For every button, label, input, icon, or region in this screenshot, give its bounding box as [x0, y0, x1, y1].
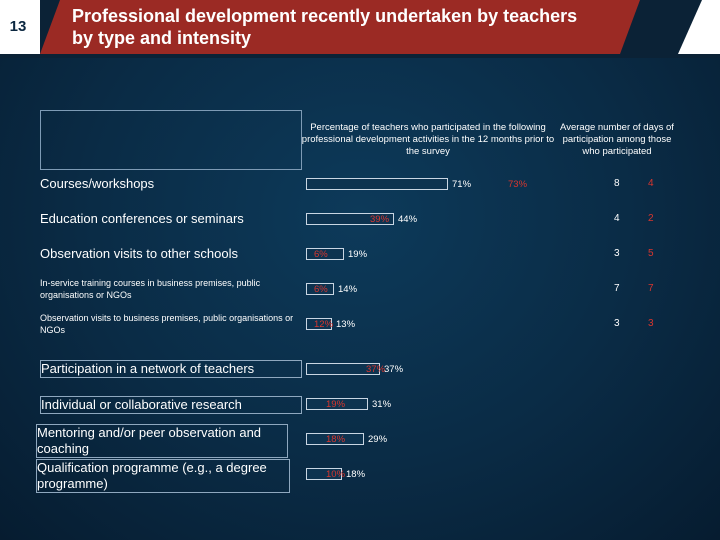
days-value-red: 2	[648, 213, 654, 224]
category-label: Individual or collaborative research	[40, 396, 302, 414]
category-label: Qualification programme (e.g., a degree …	[36, 459, 290, 493]
value-label-white: 31%	[372, 399, 392, 410]
category-label: Courses/workshops	[40, 176, 155, 191]
participation-bar	[306, 318, 332, 330]
value-label-red: 10%	[326, 469, 346, 480]
participation-bar	[306, 398, 368, 410]
value-label-white: 18%	[346, 469, 366, 480]
days-value-white: 3	[614, 248, 620, 259]
participation-bar	[306, 178, 448, 190]
value-label-white: 14%	[338, 284, 358, 295]
category-label: In-service training courses in business …	[40, 278, 261, 300]
value-label-red: 37%	[366, 364, 386, 375]
days-column-header: Average number of days of participation …	[560, 122, 674, 157]
days-value-red: 5	[648, 248, 654, 259]
participation-bar	[306, 213, 394, 225]
participation-bar	[306, 433, 364, 445]
slide-number: 13	[9, 18, 27, 35]
category-label: Observation visits to other schools	[40, 246, 238, 261]
category-label: Participation in a network of teachers	[40, 360, 302, 378]
days-value-red: 4	[648, 178, 654, 189]
participation-column-header: Percentage of teachers who participated …	[301, 122, 555, 157]
days-value-red: 7	[648, 283, 654, 294]
days-value-white: 3	[614, 318, 620, 329]
value-label-red: 6%	[314, 284, 328, 295]
slide-title: Professional development recently undert…	[72, 6, 578, 48]
title-bar	[40, 0, 640, 54]
value-label-white: 37%	[384, 364, 404, 375]
value-label-red: 73%	[508, 179, 528, 190]
category-label: Observation visits to business premises,…	[40, 313, 294, 335]
category-label: Mentoring and/or peer observation and co…	[36, 424, 288, 458]
participation-bar	[306, 468, 342, 480]
value-label-red: 12%	[314, 319, 334, 330]
value-label-white: 44%	[398, 214, 418, 225]
value-label-white: 29%	[368, 434, 388, 445]
value-label-white: 71%	[452, 179, 472, 190]
header-box	[40, 110, 302, 170]
category-label: Education conferences or seminars	[40, 211, 244, 226]
participation-bar	[306, 248, 344, 260]
days-value-white: 8	[614, 178, 620, 189]
days-value-white: 7	[614, 283, 620, 294]
value-label-white: 13%	[336, 319, 356, 330]
value-label-red: 39%	[370, 214, 390, 225]
value-label-white: 19%	[348, 249, 368, 260]
participation-bar	[306, 363, 380, 375]
days-value-white: 4	[614, 213, 620, 224]
value-label-red: 18%	[326, 434, 346, 445]
participation-bar	[306, 283, 334, 295]
slide-number-box: 13	[0, 0, 40, 54]
value-label-red: 6%	[314, 249, 328, 260]
value-label-red: 19%	[326, 399, 346, 410]
days-value-red: 3	[648, 318, 654, 329]
